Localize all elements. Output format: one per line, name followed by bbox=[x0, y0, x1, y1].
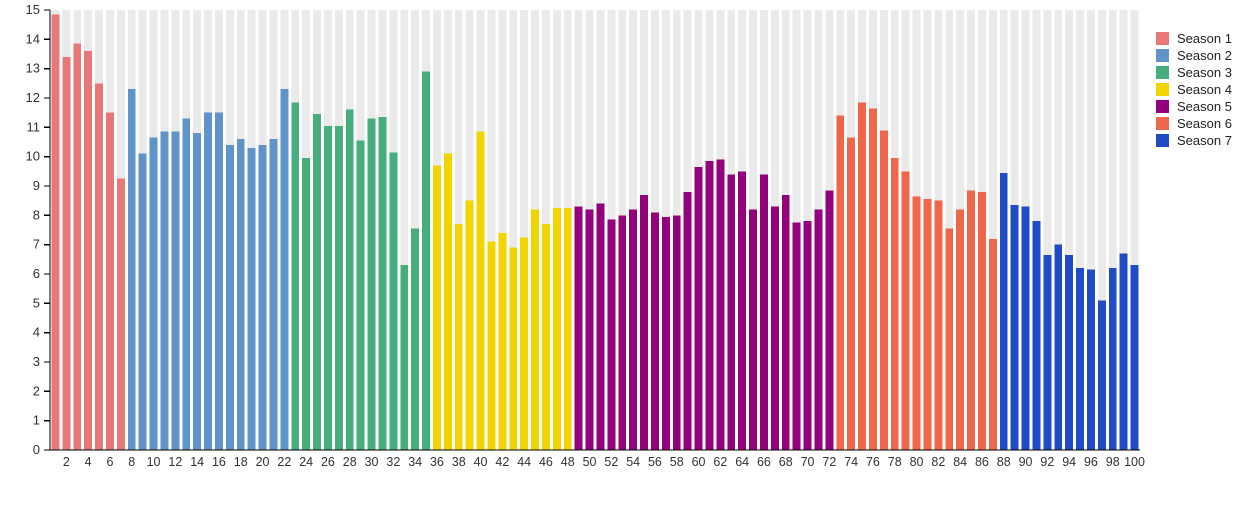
svg-text:14: 14 bbox=[190, 455, 204, 469]
svg-text:20: 20 bbox=[256, 455, 270, 469]
svg-text:100: 100 bbox=[1124, 455, 1145, 469]
svg-text:4: 4 bbox=[85, 455, 92, 469]
svg-text:34: 34 bbox=[408, 455, 422, 469]
svg-text:96: 96 bbox=[1084, 455, 1098, 469]
svg-text:Season 5: Season 5 bbox=[1177, 99, 1232, 114]
svg-text:4: 4 bbox=[33, 325, 40, 340]
svg-text:2: 2 bbox=[63, 455, 70, 469]
svg-text:8: 8 bbox=[128, 455, 135, 469]
svg-text:15: 15 bbox=[26, 2, 40, 17]
svg-text:16: 16 bbox=[212, 455, 226, 469]
svg-text:62: 62 bbox=[713, 455, 727, 469]
svg-text:5: 5 bbox=[33, 295, 40, 310]
svg-text:10: 10 bbox=[26, 149, 40, 164]
svg-text:Season 7: Season 7 bbox=[1177, 133, 1232, 148]
svg-text:2: 2 bbox=[33, 383, 40, 398]
svg-text:80: 80 bbox=[910, 455, 924, 469]
svg-text:Season 3: Season 3 bbox=[1177, 65, 1232, 80]
svg-text:64: 64 bbox=[735, 455, 749, 469]
svg-text:7: 7 bbox=[33, 237, 40, 252]
svg-text:86: 86 bbox=[975, 455, 989, 469]
svg-text:14: 14 bbox=[26, 31, 40, 46]
svg-text:1: 1 bbox=[33, 413, 40, 428]
svg-text:26: 26 bbox=[321, 455, 335, 469]
svg-text:54: 54 bbox=[626, 455, 640, 469]
svg-text:92: 92 bbox=[1040, 455, 1054, 469]
svg-text:6: 6 bbox=[106, 455, 113, 469]
svg-text:70: 70 bbox=[801, 455, 815, 469]
svg-text:28: 28 bbox=[343, 455, 357, 469]
svg-text:60: 60 bbox=[692, 455, 706, 469]
svg-text:11: 11 bbox=[27, 119, 41, 134]
svg-text:24: 24 bbox=[299, 455, 313, 469]
svg-text:9: 9 bbox=[33, 178, 40, 193]
svg-text:84: 84 bbox=[953, 455, 967, 469]
svg-text:6: 6 bbox=[33, 266, 40, 281]
svg-text:72: 72 bbox=[822, 455, 836, 469]
svg-text:13: 13 bbox=[26, 61, 40, 76]
svg-text:Season 2: Season 2 bbox=[1177, 48, 1232, 63]
svg-text:32: 32 bbox=[386, 455, 400, 469]
svg-text:66: 66 bbox=[757, 455, 771, 469]
svg-text:42: 42 bbox=[495, 455, 509, 469]
svg-text:0: 0 bbox=[33, 442, 40, 457]
svg-text:8: 8 bbox=[33, 207, 40, 222]
svg-text:78: 78 bbox=[888, 455, 902, 469]
svg-text:82: 82 bbox=[931, 455, 945, 469]
svg-text:Season 4: Season 4 bbox=[1177, 82, 1232, 97]
svg-text:22: 22 bbox=[277, 455, 291, 469]
svg-text:Season 6: Season 6 bbox=[1177, 116, 1232, 131]
svg-text:98: 98 bbox=[1106, 455, 1120, 469]
svg-text:56: 56 bbox=[648, 455, 662, 469]
svg-text:58: 58 bbox=[670, 455, 684, 469]
svg-text:10: 10 bbox=[147, 455, 161, 469]
svg-text:94: 94 bbox=[1062, 455, 1076, 469]
svg-text:46: 46 bbox=[539, 455, 553, 469]
svg-text:68: 68 bbox=[779, 455, 793, 469]
svg-text:74: 74 bbox=[844, 455, 858, 469]
svg-text:40: 40 bbox=[474, 455, 488, 469]
svg-text:12: 12 bbox=[168, 455, 182, 469]
svg-text:48: 48 bbox=[561, 455, 575, 469]
svg-text:52: 52 bbox=[604, 455, 618, 469]
svg-text:18: 18 bbox=[234, 455, 248, 469]
svg-text:3: 3 bbox=[33, 354, 40, 369]
svg-text:90: 90 bbox=[1019, 455, 1033, 469]
svg-text:38: 38 bbox=[452, 455, 466, 469]
svg-text:44: 44 bbox=[517, 455, 531, 469]
svg-text:76: 76 bbox=[866, 455, 880, 469]
svg-text:88: 88 bbox=[997, 455, 1011, 469]
svg-text:30: 30 bbox=[365, 455, 379, 469]
svg-text:12: 12 bbox=[26, 90, 40, 105]
svg-text:50: 50 bbox=[583, 455, 597, 469]
svg-text:Season 1: Season 1 bbox=[1177, 31, 1232, 46]
svg-text:36: 36 bbox=[430, 455, 444, 469]
